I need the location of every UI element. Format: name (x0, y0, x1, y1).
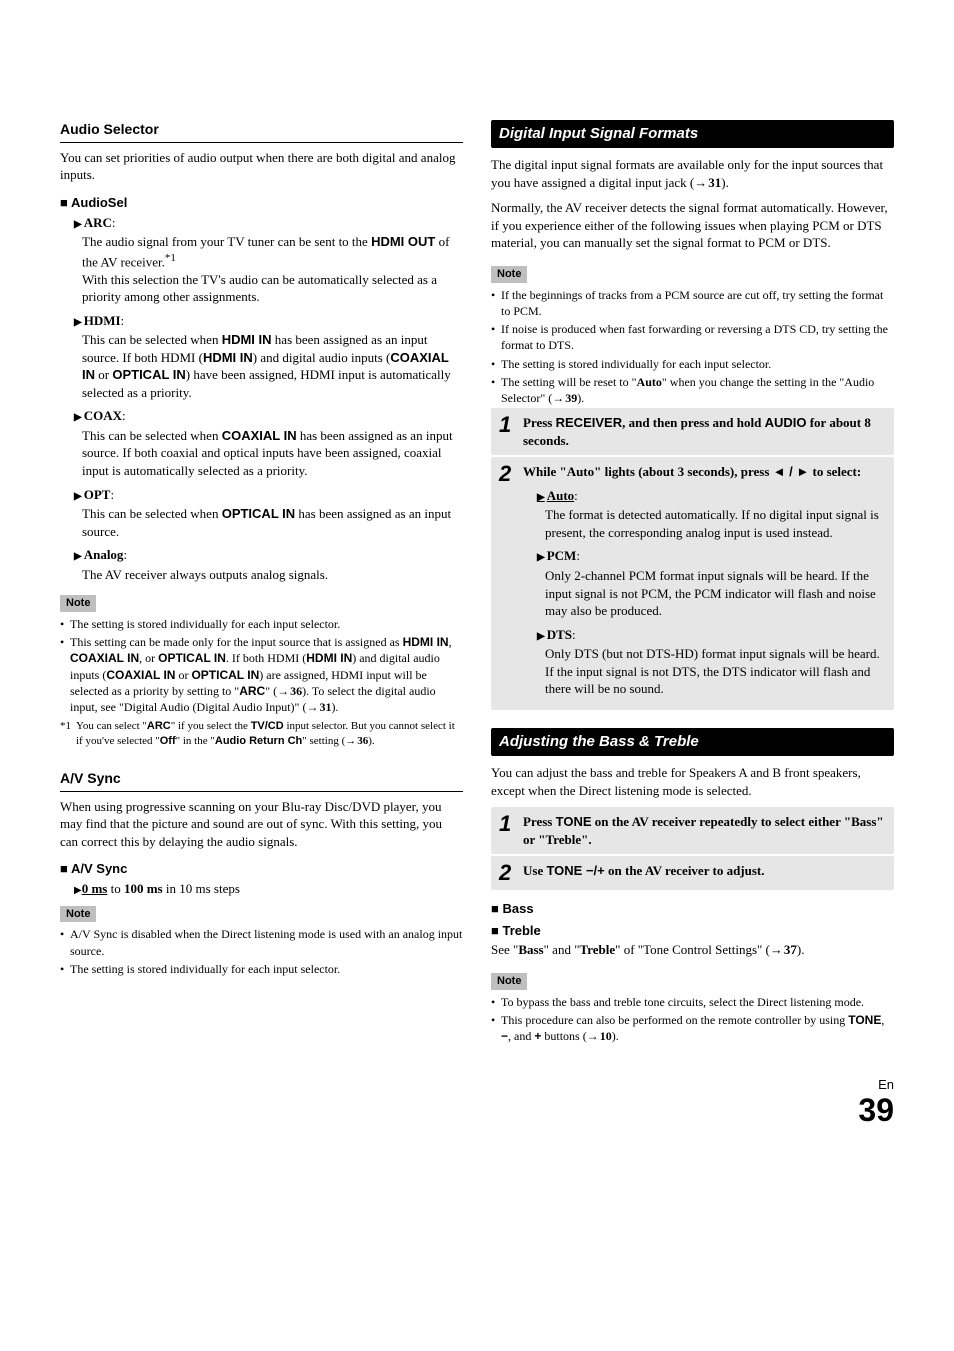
audio-selector-heading: Audio Selector (60, 120, 463, 143)
note-item: If noise is produced when fast forwardin… (491, 321, 894, 353)
page-number: 39 (858, 1092, 894, 1128)
digital-step-1: 1 Press RECEIVER, and then press and hol… (491, 408, 894, 455)
opt-auto: Auto: (537, 487, 886, 505)
note-label: Note (60, 906, 96, 923)
note-item: This setting can be made only for the in… (60, 634, 463, 715)
step-body: While "Auto" lights (about 3 seconds), p… (523, 463, 886, 704)
digital-step-2: 2 While "Auto" lights (about 3 seconds),… (491, 457, 894, 710)
footnote-1: *1 You can select "ARC" if you select th… (60, 719, 463, 749)
see-ref: See "Bass" and "Treble" of "Tone Control… (491, 941, 894, 959)
opt-arc: ARC: (74, 214, 463, 232)
note-item: The setting will be reset to "Auto" when… (491, 374, 894, 406)
opt-hdmi: HDMI: (74, 312, 463, 330)
bass-notes: To bypass the bass and treble tone circu… (491, 994, 894, 1045)
step-body: Use TONE −/+ on the AV receiver to adjus… (523, 862, 886, 884)
note-label: Note (491, 973, 527, 990)
audiosel-subhead: AudioSel (60, 194, 463, 212)
note-item: The setting is stored individually for e… (491, 356, 894, 372)
treble-subhead: Treble (491, 922, 894, 940)
av-sync-heading: A/V Sync (60, 769, 463, 792)
opt-auto-body: The format is detected automatically. If… (545, 506, 886, 541)
page-footer: En 39 (60, 1076, 894, 1126)
step-number: 2 (499, 463, 517, 704)
av-sync-notes: A/V Sync is disabled when the Direct lis… (60, 926, 463, 977)
opt-dts-body: Only DTS (but not DTS-HD) format input s… (545, 645, 886, 698)
note-item: A/V Sync is disabled when the Direct lis… (60, 926, 463, 958)
bass-subhead: Bass (491, 900, 894, 918)
av-sync-range: ▶0 ms to 100 ms in 10 ms steps (74, 880, 463, 898)
note-item: To bypass the bass and treble tone circu… (491, 994, 894, 1010)
opt-coax-body: This can be selected when COAXIAL IN has… (82, 427, 463, 480)
note-label: Note (491, 266, 527, 283)
bass-banner: Adjusting the Bass & Treble (491, 728, 894, 756)
step-number: 2 (499, 862, 517, 884)
note-item: If the beginnings of tracks from a PCM s… (491, 287, 894, 319)
note-item: The setting is stored individually for e… (60, 961, 463, 977)
opt-opt-body: This can be selected when OPTICAL IN has… (82, 505, 463, 540)
step-number: 1 (499, 813, 517, 848)
opt-pcm: PCM: (537, 547, 886, 565)
bass-step-2: 2 Use TONE −/+ on the AV receiver to adj… (491, 856, 894, 890)
note-label: Note (60, 595, 96, 612)
opt-pcm-body: Only 2-channel PCM format input signals … (545, 567, 886, 620)
opt-coax: COAX: (74, 407, 463, 425)
note-item: This procedure can also be performed on … (491, 1012, 894, 1044)
bass-step-1: 1 Press TONE on the AV receiver repeated… (491, 807, 894, 854)
av-sync-intro: When using progressive scanning on your … (60, 798, 463, 851)
two-column-layout: Audio Selector You can set priorities of… (60, 120, 894, 1046)
left-column: Audio Selector You can set priorities of… (60, 120, 463, 1046)
note-item: The setting is stored individually for e… (60, 616, 463, 632)
audio-selector-notes: The setting is stored individually for e… (60, 616, 463, 715)
opt-dts: DTS: (537, 626, 886, 644)
digital-notes: If the beginnings of tracks from a PCM s… (491, 287, 894, 406)
step-body: Press TONE on the AV receiver repeatedly… (523, 813, 886, 848)
opt-analog: Analog: (74, 546, 463, 564)
digital-banner: Digital Input Signal Formats (491, 120, 894, 148)
opt-opt: OPT: (74, 486, 463, 504)
digital-intro: The digital input signal formats are ava… (491, 156, 894, 191)
step-number: 1 (499, 414, 517, 449)
opt-analog-body: The AV receiver always outputs analog si… (82, 566, 463, 584)
audio-selector-intro: You can set priorities of audio output w… (60, 149, 463, 184)
right-column: Digital Input Signal Formats The digital… (491, 120, 894, 1046)
av-sync-subhead: A/V Sync (60, 860, 463, 878)
lang-label: En (60, 1076, 894, 1094)
step-body: Press RECEIVER, and then press and hold … (523, 414, 886, 449)
opt-arc-body: The audio signal from your TV tuner can … (82, 233, 463, 306)
opt-hdmi-body: This can be selected when HDMI IN has be… (82, 331, 463, 401)
digital-para2: Normally, the AV receiver detects the si… (491, 199, 894, 252)
bass-intro: You can adjust the bass and treble for S… (491, 764, 894, 799)
